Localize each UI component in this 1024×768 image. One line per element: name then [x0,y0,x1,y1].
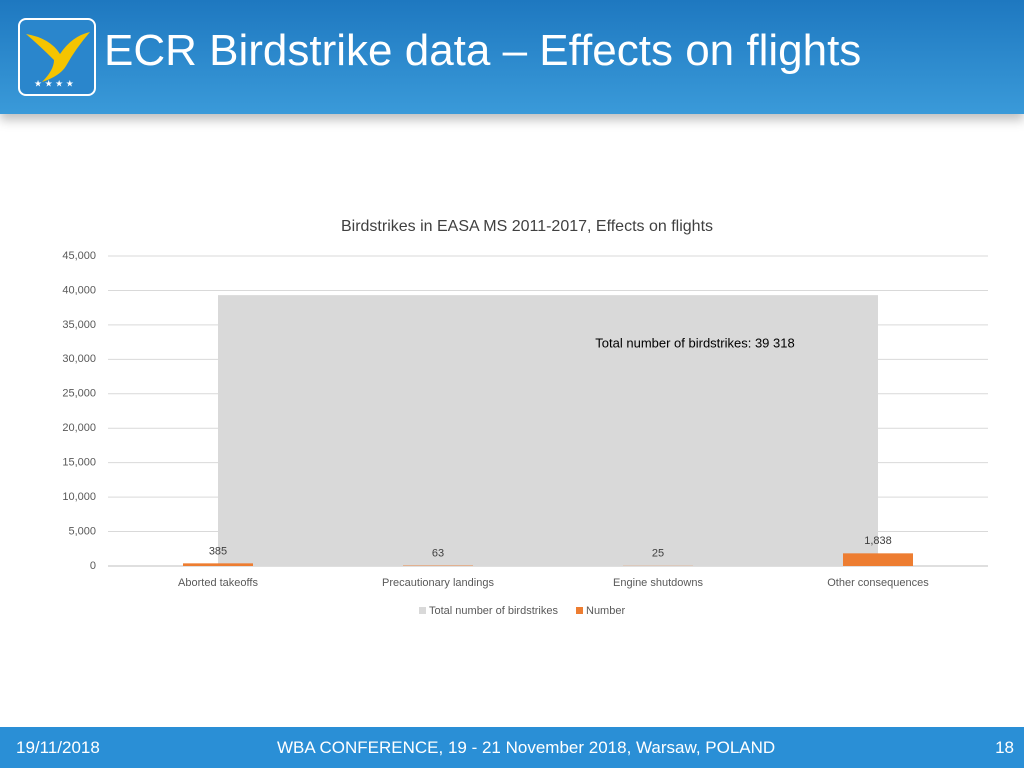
annotation: Total number of birdstrikes: 39 318 [595,335,794,350]
y-tick-label: 40,000 [62,284,96,296]
footer: 19/11/2018 WBA CONFERENCE, 19 - 21 Novem… [0,727,1024,768]
y-tick-label: 30,000 [62,353,96,365]
x-tick-label: Precautionary landings [382,577,494,589]
x-tick-label: Engine shutdowns [613,577,703,589]
y-tick-label: 5,000 [68,525,96,537]
footer-date: 19/11/2018 [16,738,100,757]
data-label: 63 [432,547,444,559]
y-tick-label: 15,000 [62,457,96,469]
data-label: 1,838 [864,535,892,547]
legend-swatch [576,607,583,614]
slide-title: ECR Birdstrike data – Effects on flights [104,26,862,75]
page-number: 18 [995,738,1014,757]
legend-label: Number [586,605,625,617]
chart: Birdstrikes in EASA MS 2011-2017, Effect… [62,218,988,617]
x-tick-label: Other consequences [827,577,929,589]
data-label: 25 [652,548,664,560]
x-tick-label: Aborted takeoffs [178,577,258,589]
bar [183,563,253,566]
logo: ★ ★ ★ ★ [18,18,96,96]
logo-icon: ★ ★ ★ ★ [26,32,90,88]
bar [843,553,913,566]
footer-event: WBA CONFERENCE, 19 - 21 November 2018, W… [277,738,776,757]
y-tick-label: 0 [90,560,96,572]
data-label: 385 [209,545,227,557]
y-tick-label: 35,000 [62,319,96,331]
legend-swatch [419,607,426,614]
area [218,295,878,566]
y-tick-label: 20,000 [62,422,96,434]
chart-title: Birdstrikes in EASA MS 2011-2017, Effect… [341,218,713,235]
y-tick-label: 25,000 [62,388,96,400]
y-tick-label: 10,000 [62,491,96,503]
y-tick-label: 45,000 [62,250,96,262]
header: ★ ★ ★ ★ ECR Birdstrike data – Effects on… [0,0,1024,114]
legend-label: Total number of birdstrikes [429,605,558,617]
svg-text:★ ★ ★ ★: ★ ★ ★ ★ [34,78,74,88]
